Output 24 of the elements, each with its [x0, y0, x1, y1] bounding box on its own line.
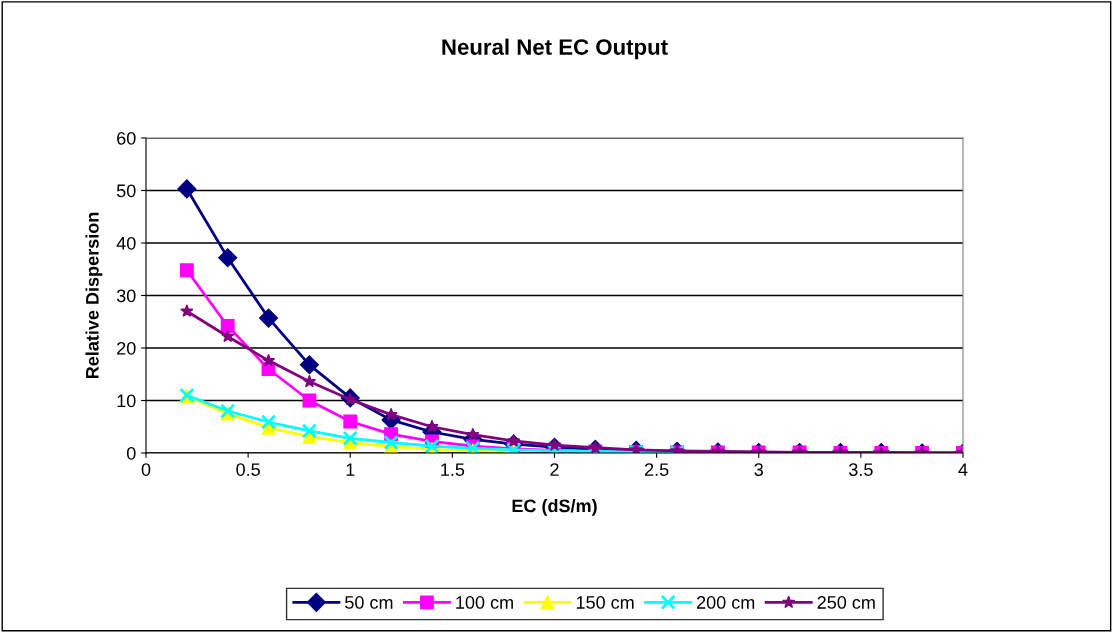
- y-tick-label: 60: [117, 131, 136, 145]
- chart-title: Neural Net EC Output: [442, 38, 668, 60]
- y-tick-label: 20: [117, 341, 136, 355]
- x-tick-label: 3.5: [849, 463, 873, 476]
- x-tick-label: 1: [346, 463, 355, 476]
- legend-label: 200 cm: [697, 596, 755, 609]
- y-axis-title: Relative Dispersion: [85, 212, 103, 379]
- x-tick-label: 0: [141, 463, 151, 476]
- legend-label: 50 cm: [345, 596, 393, 609]
- x-tick-label: 0.5: [236, 463, 260, 476]
- y-tick-label: 30: [116, 289, 136, 303]
- legend-label: 150 cm: [576, 596, 634, 609]
- legend-label: 100 cm: [456, 596, 513, 609]
- x-tick-label: 1.5: [441, 463, 465, 476]
- y-tick-label: 40: [116, 236, 136, 250]
- y-tick-label: 10: [117, 394, 136, 408]
- x-tick-label: 2: [550, 463, 559, 476]
- x-tick-label: 2.5: [644, 463, 669, 476]
- x-tick-label: 4: [958, 463, 968, 476]
- x-axis-title: EC (dS/m): [512, 499, 597, 516]
- x-tick-label: 3: [754, 463, 763, 476]
- y-tick-label: 50: [116, 184, 136, 198]
- y-tick-label: 0: [126, 446, 136, 460]
- legend-label: 250 cm: [817, 596, 875, 609]
